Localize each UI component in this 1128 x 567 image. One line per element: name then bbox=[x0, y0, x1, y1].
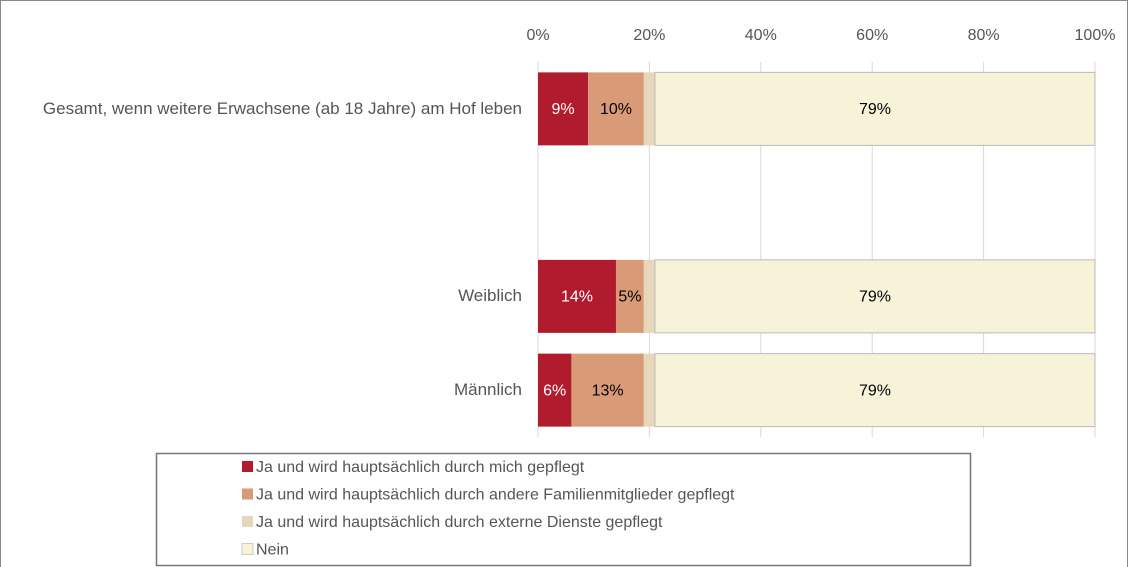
bar-segment bbox=[643, 353, 655, 427]
legend-swatch bbox=[241, 543, 254, 555]
data-label: 5% bbox=[618, 289, 641, 306]
data-label: 79% bbox=[859, 101, 891, 118]
x-tick-label: 60% bbox=[856, 27, 888, 44]
data-label: 14% bbox=[561, 289, 593, 306]
legend-label: Ja und wird hauptsächlich durch externe … bbox=[256, 514, 663, 531]
bar-segment bbox=[571, 353, 644, 427]
data-label: 9% bbox=[552, 101, 575, 118]
legend-box bbox=[155, 452, 972, 567]
legend-swatch bbox=[242, 488, 253, 500]
x-tick-label: 20% bbox=[633, 27, 665, 44]
category-label: Männlich bbox=[453, 380, 522, 400]
category-label: Weiblich bbox=[458, 286, 522, 306]
data-label: 10% bbox=[600, 101, 632, 118]
bar-segment bbox=[654, 71, 1096, 146]
data-label: 79% bbox=[859, 382, 891, 399]
bar-segment bbox=[654, 353, 1096, 428]
bar-segment bbox=[615, 259, 644, 333]
category-label: Gesamt, wenn weitere Erwachsene (ab 18 J… bbox=[42, 98, 522, 118]
data-label: 79% bbox=[859, 289, 891, 306]
bar-segment bbox=[538, 72, 589, 146]
bar-segment bbox=[538, 353, 572, 427]
bar-segment bbox=[643, 72, 655, 146]
x-tick-label: 0% bbox=[526, 27, 549, 44]
x-tick-label: 80% bbox=[968, 27, 1000, 44]
bar-segment bbox=[538, 259, 616, 333]
data-label: 13% bbox=[592, 382, 624, 399]
legend-swatch bbox=[242, 516, 253, 527]
x-tick-label: 40% bbox=[745, 27, 777, 44]
x-tick-label: 100% bbox=[1075, 27, 1116, 44]
bar-segment bbox=[654, 259, 1096, 334]
legend-label: Ja und wird hauptsächlich durch andere F… bbox=[256, 487, 735, 504]
bar-segment bbox=[588, 72, 644, 146]
legend-label: Ja und wird hauptsächlich durch mich gep… bbox=[256, 459, 585, 476]
legend-swatch bbox=[242, 461, 253, 472]
bar-segment bbox=[643, 259, 655, 333]
legend-label: Nein bbox=[256, 542, 289, 559]
data-label: 6% bbox=[543, 382, 566, 399]
